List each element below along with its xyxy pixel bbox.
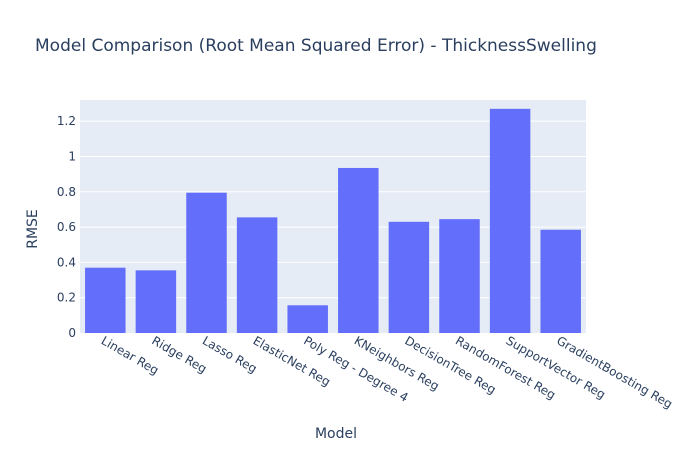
bar xyxy=(540,229,581,333)
bar xyxy=(489,108,531,333)
bar xyxy=(135,270,177,333)
x-tick-label: Lasso Reg xyxy=(200,333,259,375)
x-axis-title: Model xyxy=(315,426,357,442)
y-tick-label: 0.2 xyxy=(57,291,76,305)
bar xyxy=(287,305,328,333)
y-tick-label: 0.6 xyxy=(57,220,76,234)
y-tick-label: 0.8 xyxy=(57,185,76,199)
bar xyxy=(85,267,126,333)
bar xyxy=(388,221,430,333)
y-tick-labels: 0 0.2 0.4 0.6 0.8 1 1.2 xyxy=(57,114,76,340)
y-tick-label: 0.4 xyxy=(57,255,76,269)
y-axis-title: RMSE xyxy=(25,209,41,249)
x-tick-label: DecisionTree Reg xyxy=(402,333,498,396)
bar xyxy=(338,167,379,333)
y-tick-label: 1.2 xyxy=(57,114,76,128)
bars xyxy=(85,108,581,333)
chart-title: Model Comparison (Root Mean Squared Erro… xyxy=(35,36,597,56)
y-tick-label: 1 xyxy=(68,149,76,163)
bar xyxy=(236,217,278,333)
bar xyxy=(186,192,227,333)
bar xyxy=(439,219,480,333)
y-tick-label: 0 xyxy=(68,326,76,340)
